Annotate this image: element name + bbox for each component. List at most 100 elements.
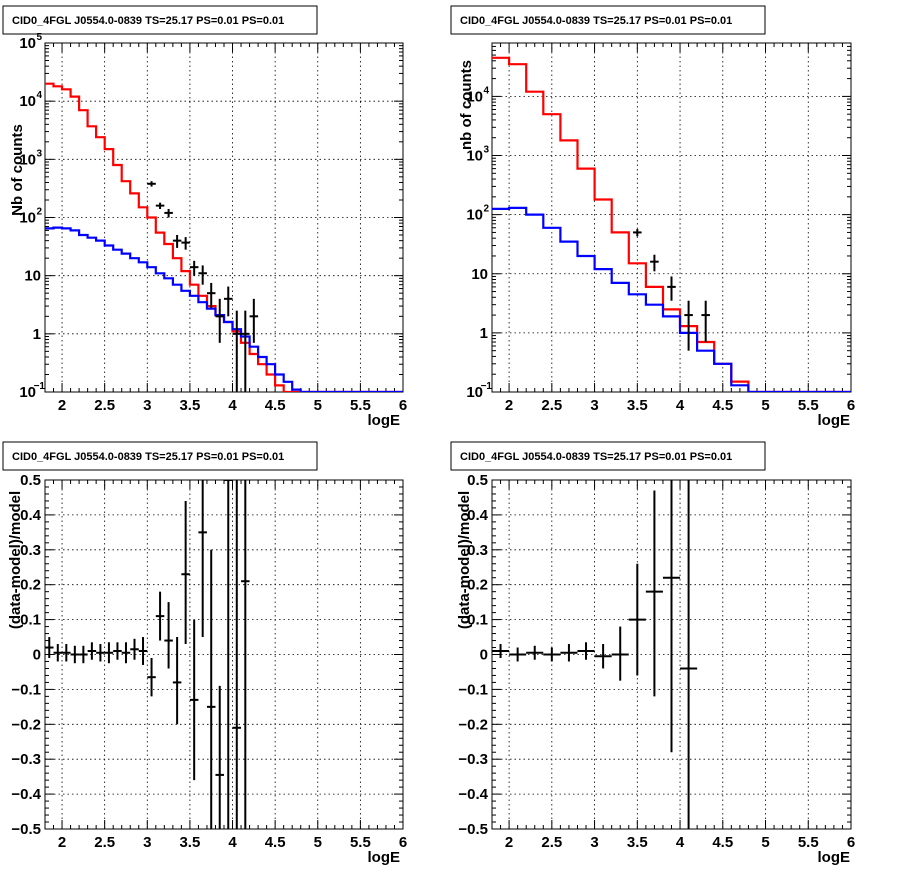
y-tick-label: 10 [19, 151, 36, 168]
data-point [87, 642, 97, 660]
y-tick-label: 0.1 [467, 612, 488, 629]
y-axis-title: nb of counts [458, 60, 475, 150]
data-point [198, 480, 207, 638]
title-box [2, 5, 318, 35]
y-tick-label: 1 [480, 325, 488, 342]
x-tick-label: 2 [58, 834, 66, 851]
data-point [577, 642, 595, 660]
data-point [96, 644, 105, 662]
plot-area [492, 480, 698, 829]
x-axis-title: logE [368, 849, 401, 866]
x-axis-title: logE [818, 412, 851, 429]
ticks [44, 42, 404, 393]
data-point [667, 276, 676, 301]
y-tick-label: 10 [19, 35, 36, 52]
x-tick-label: 5 [314, 834, 322, 851]
data-point [172, 637, 182, 725]
y-tick-label: 0 [33, 647, 41, 664]
plot-frame [44, 42, 404, 393]
x-tick-label: 5.5 [350, 834, 371, 851]
y-tick-label: 1 [33, 326, 41, 343]
data-point [79, 645, 88, 664]
data-point [684, 300, 693, 351]
data-point [53, 644, 63, 662]
data-point [206, 282, 216, 308]
data-point [560, 644, 578, 662]
x-tick-label: 4 [676, 834, 685, 851]
y-tick-exponent: 4 [483, 85, 489, 96]
data-point [650, 254, 659, 272]
y-tick-label: 10 [466, 148, 483, 165]
y-tick-label: −0.2 [11, 716, 41, 733]
series-total-histogram [45, 82, 403, 392]
x-tick-label: 5.5 [798, 834, 819, 851]
y-tick-label: −0.4 [458, 786, 488, 803]
x-tick-label: 6 [847, 834, 855, 851]
data-point [628, 563, 646, 676]
y-tick-exponent: 2 [483, 204, 489, 215]
x-tick-label: 5.5 [798, 397, 819, 414]
panel-residuals-left: CID0_4FGL J0554.0-0839 TS=25.17 PS=0.01 … [2, 441, 407, 866]
data-point [164, 209, 173, 218]
plot-frame [491, 42, 852, 393]
y-tick-exponent: −1 [34, 381, 46, 392]
panel-counts-right: CID0_4FGL J0554.0-0839 TS=25.17 PS=0.01 … [450, 5, 855, 429]
x-tick-label: 5 [314, 397, 322, 414]
ticks [44, 479, 404, 830]
ticks [491, 479, 852, 830]
data-point [492, 644, 510, 658]
y-tick-label: 0.5 [467, 472, 488, 489]
chart-title: CID0_4FGL J0554.0-0839 TS=25.17 PS=0.01 … [460, 451, 732, 463]
y-tick-label: −0.3 [11, 751, 41, 768]
x-tick-label: 5 [761, 834, 769, 851]
x-tick-label: 2.5 [541, 834, 562, 851]
series-total-histogram [492, 56, 851, 392]
y-tick-label: 0.1 [20, 612, 41, 629]
data-point [130, 638, 139, 660]
data-point [594, 644, 612, 669]
y-tick-label: 10 [19, 93, 36, 110]
data-point [147, 181, 156, 187]
y-tick-exponent: 4 [36, 90, 42, 101]
data-point [45, 637, 54, 658]
x-tick-label: 3.5 [179, 834, 200, 851]
data-point [189, 260, 199, 276]
panel-residuals-right: CID0_4FGL J0554.0-0839 TS=25.17 PS=0.01 … [450, 441, 855, 866]
data-point [215, 298, 224, 343]
data-point [172, 235, 182, 248]
y-tick-label: 0.2 [20, 577, 41, 594]
x-tick-label: 4.5 [712, 397, 733, 414]
x-tick-label: 3.5 [179, 397, 200, 414]
chart-title: CID0_4FGL J0554.0-0839 TS=25.17 PS=0.01 … [12, 15, 284, 27]
chart-title: CID0_4FGL J0554.0-0839 TS=25.17 PS=0.01 … [460, 15, 732, 27]
y-tick-label: −0.2 [458, 716, 488, 733]
x-tick-label: 2 [505, 834, 513, 851]
data-point [181, 500, 190, 645]
y-tick-exponent: 5 [36, 32, 42, 43]
y-tick-label: −0.5 [11, 821, 41, 838]
title-box [450, 5, 766, 35]
y-tick-label: 0 [480, 647, 488, 664]
x-tick-label: 2.5 [541, 397, 562, 414]
y-tick-label: 0.2 [467, 577, 488, 594]
series-background-histogram [492, 206, 851, 392]
x-tick-label: 3.5 [627, 397, 648, 414]
data-point [224, 480, 233, 829]
data-point [206, 549, 216, 829]
y-tick-label: −0.1 [11, 681, 41, 698]
x-tick-label: 4.5 [712, 834, 733, 851]
x-tick-label: 5 [761, 397, 769, 414]
y-tick-label: 10 [471, 266, 488, 283]
chart-title: CID0_4FGL J0554.0-0839 TS=25.17 PS=0.01 … [12, 451, 284, 463]
y-tick-label: 10 [466, 384, 483, 401]
data-point [662, 480, 681, 753]
data-point [104, 642, 114, 664]
y-tick-label: 10 [466, 207, 483, 224]
data-point [224, 286, 233, 317]
y-tick-exponent: 2 [36, 207, 42, 218]
data-point [155, 202, 165, 210]
x-tick-label: 4.5 [265, 397, 286, 414]
plot-area [45, 82, 403, 392]
y-tick-label: 0.4 [467, 507, 489, 524]
